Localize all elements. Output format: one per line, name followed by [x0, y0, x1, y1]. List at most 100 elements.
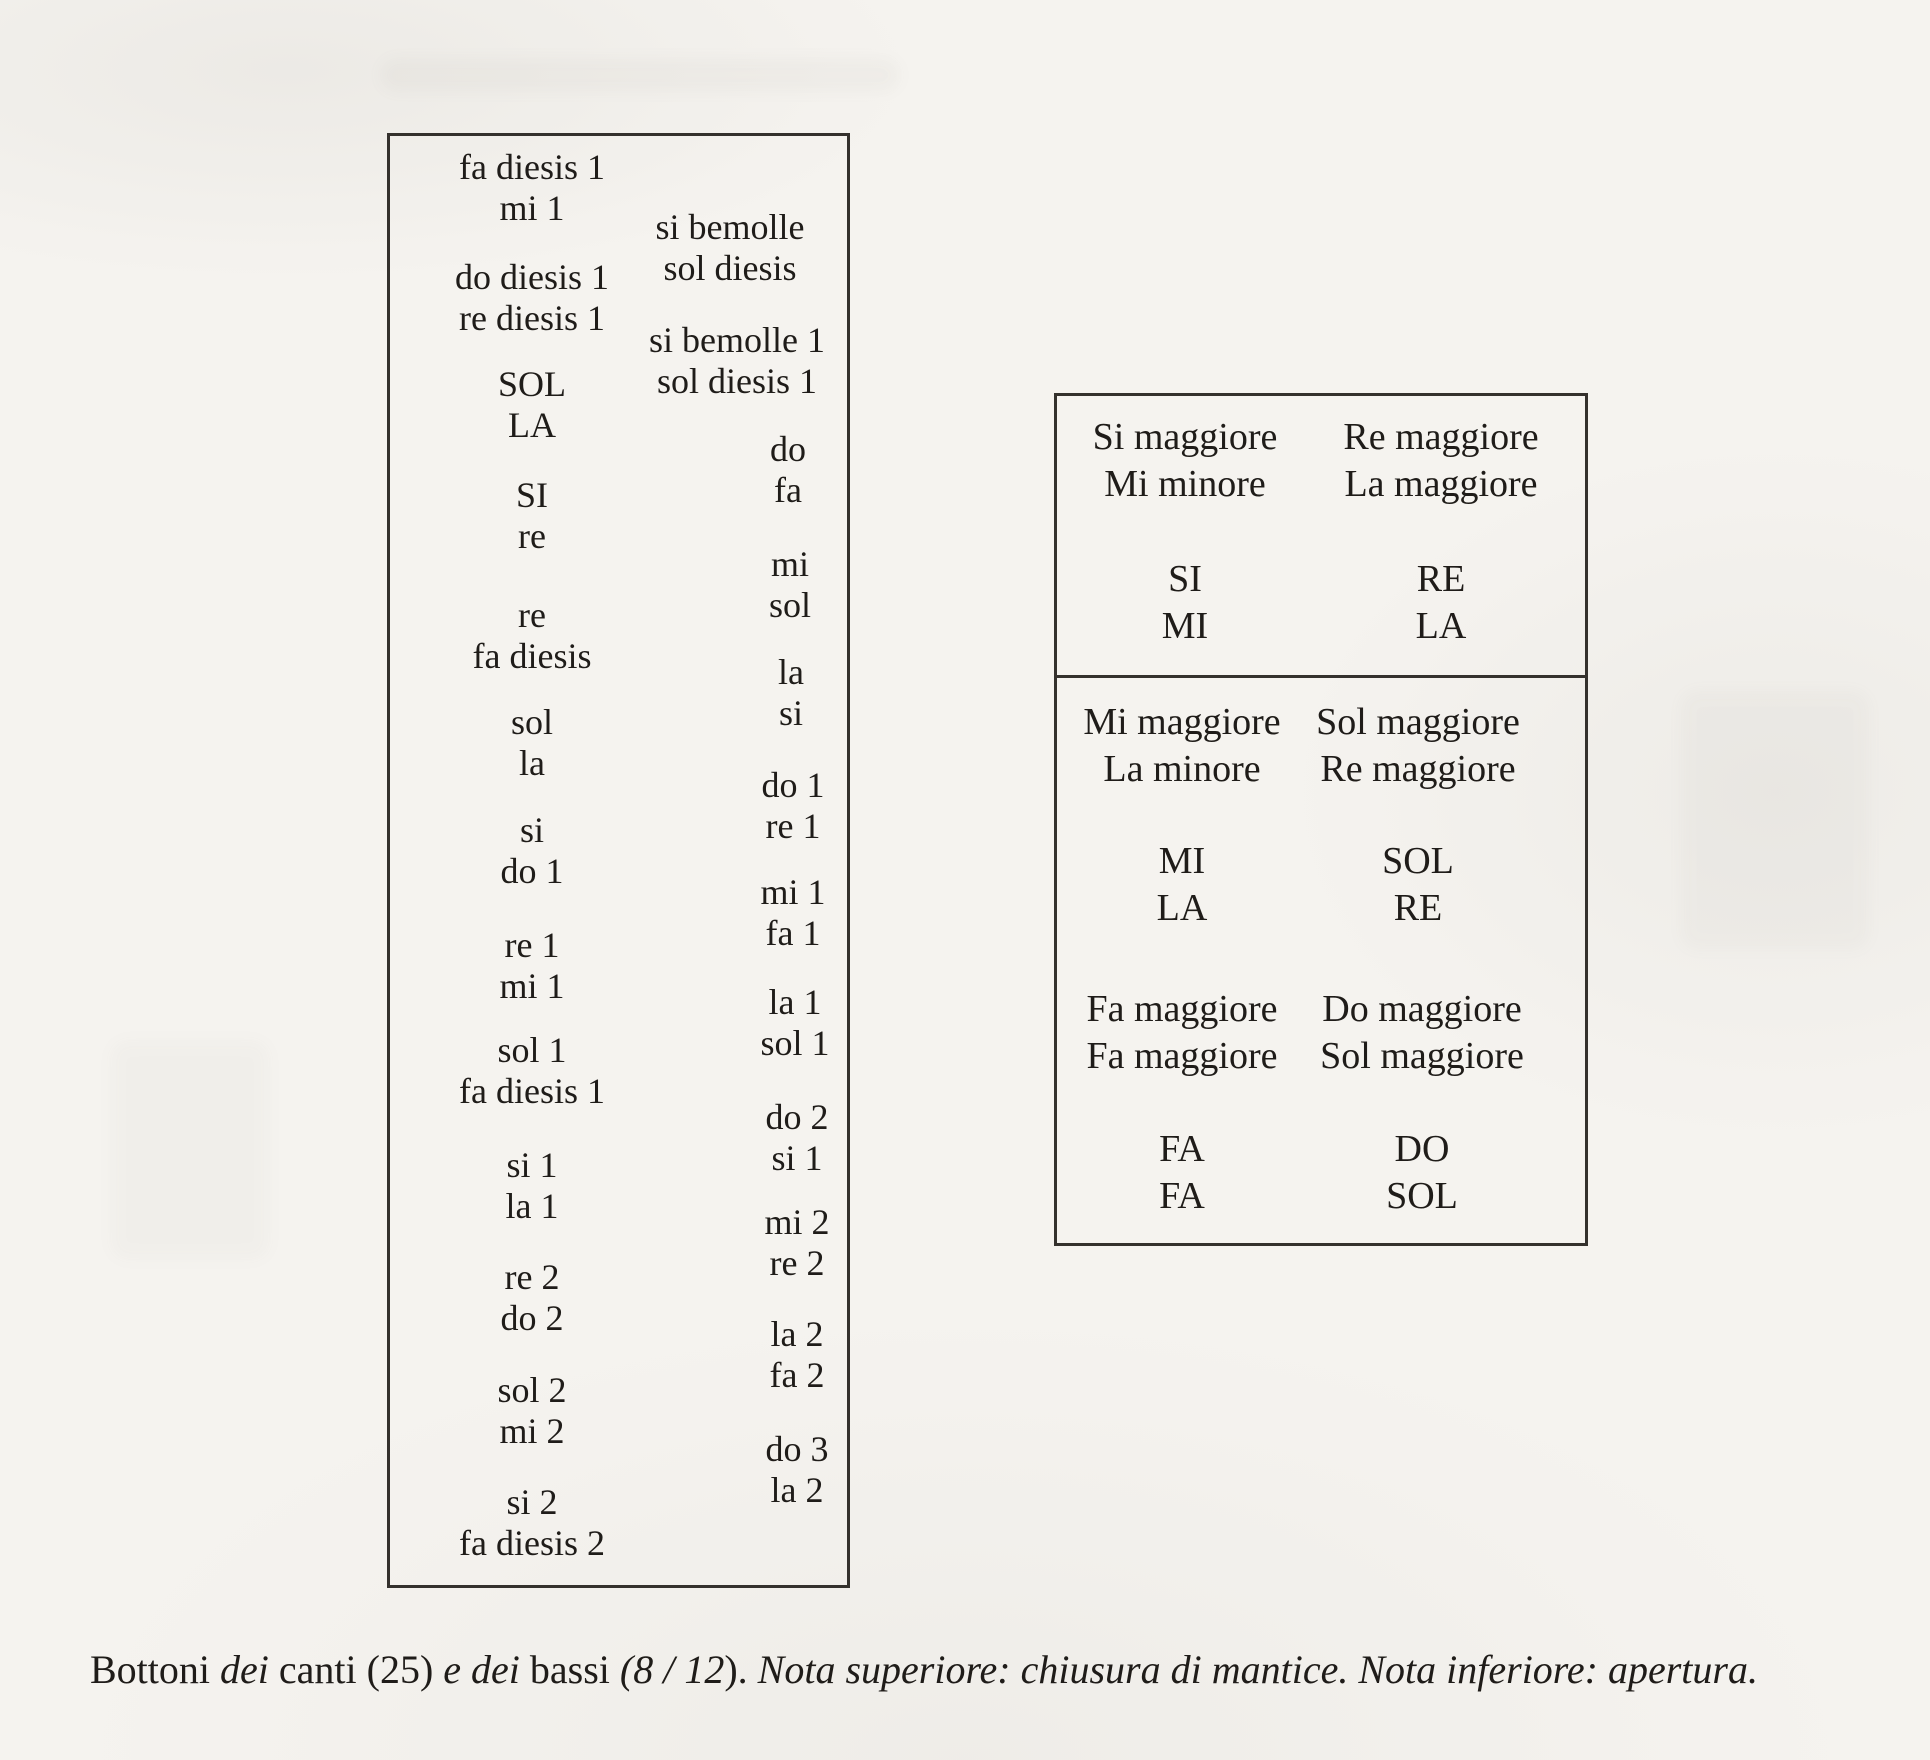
note-top: sol 1: [497, 1030, 567, 1070]
note-top: re 1: [504, 925, 560, 965]
note-bottom: LA: [1415, 605, 1467, 647]
note-top: Sol maggiore: [1316, 701, 1520, 743]
bleed-through-smudge: [1680, 690, 1870, 950]
note-top: do 1: [761, 765, 825, 805]
note-bottom: sol 1: [760, 1023, 830, 1063]
canti-note-pair: SOL LA: [498, 364, 566, 446]
note-top: re: [518, 595, 546, 635]
note-bottom: mi 1: [499, 188, 565, 228]
note-top: fa diesis 1: [459, 147, 605, 187]
note-bottom: fa: [774, 470, 802, 510]
note-top: SOL: [497, 364, 567, 404]
note-bottom: re 1: [765, 806, 821, 846]
note-top: la: [778, 652, 804, 692]
note-top: si 1: [506, 1145, 558, 1185]
note-bottom: la 2: [770, 1470, 824, 1510]
note-top: Re maggiore: [1343, 416, 1539, 458]
canti-box: [387, 133, 850, 1588]
canti-note-pair: sol 1 fa diesis 1: [459, 1030, 605, 1112]
note-top: SOL: [1382, 840, 1454, 882]
note-bottom: RE: [1393, 887, 1443, 929]
note-top: mi 1: [760, 872, 826, 912]
note-top: SI: [1168, 558, 1202, 600]
note-bottom: Fa maggiore: [1086, 1035, 1278, 1077]
canti-note-pair: si bemolle sol diesis: [656, 207, 805, 289]
caption-segment: bassi: [529, 1647, 620, 1692]
bassi-chord-pair: Si maggiore Mi minore: [1093, 414, 1278, 508]
note-bottom: la 1: [505, 1186, 559, 1226]
canti-note-pair: do 3 la 2: [766, 1429, 829, 1511]
bleed-through-smudge: [380, 58, 900, 92]
note-bottom: sol diesis: [663, 248, 797, 288]
canti-note-pair: re 1 mi 1: [499, 925, 564, 1007]
note-top: si: [519, 810, 544, 850]
canti-note-pair: sol 2 mi 2: [497, 1370, 566, 1452]
note-top: do: [770, 429, 806, 469]
canti-note-pair: mi sol: [769, 544, 811, 626]
bassi-note-pair: MI LA: [1157, 838, 1208, 932]
caption-segment: ).: [724, 1647, 758, 1692]
note-bottom: mi 2: [499, 1411, 565, 1451]
note-top: sol 2: [497, 1370, 567, 1410]
canti-note-pair: SI re: [516, 475, 548, 557]
bassi-chord-pair: Re maggiore La maggiore: [1343, 414, 1538, 508]
note-top: Si maggiore: [1092, 416, 1278, 458]
canti-note-pair: sol la: [511, 702, 553, 784]
caption: Bottoni dei canti (25) e dei bassi (8 / …: [90, 1645, 1890, 1695]
bassi-chord-pair: Sol maggiore Re maggiore: [1316, 699, 1520, 793]
bassi-note-pair: RE LA: [1416, 556, 1467, 650]
note-bottom: mi 1: [499, 966, 565, 1006]
note-top: si bemolle 1: [649, 320, 825, 360]
note-bottom: FA: [1159, 1175, 1205, 1217]
note-top: sol: [510, 702, 554, 742]
canti-note-pair: do fa: [770, 429, 806, 511]
canti-note-pair: si 1 la 1: [506, 1145, 559, 1227]
bassi-note-pair: SOL RE: [1382, 838, 1454, 932]
canti-note-pair: la 2 fa 2: [770, 1314, 825, 1396]
canti-note-pair: si 2 fa diesis 2: [459, 1482, 605, 1564]
canti-note-pair: si bemolle 1 sol diesis 1: [649, 320, 825, 402]
caption-segment: Nota superiore: chiusura di mantice. Not…: [757, 1647, 1758, 1692]
note-top: Mi maggiore: [1083, 701, 1281, 743]
note-bottom: Mi minore: [1104, 463, 1266, 505]
note-top: Do maggiore: [1322, 988, 1522, 1030]
canti-note-pair: do 1 re 1: [762, 765, 825, 847]
note-bottom: LA: [1156, 887, 1208, 929]
caption-segment: Bottoni: [90, 1647, 221, 1692]
note-bottom: la: [519, 743, 545, 783]
note-top: mi 2: [764, 1202, 830, 1242]
note-bottom: do 1: [500, 851, 564, 891]
note-top: do 3: [765, 1429, 829, 1469]
caption-segment: dei: [220, 1647, 279, 1692]
canti-note-pair: re 2 do 2: [501, 1257, 564, 1339]
canti-note-pair: mi 2 re 2: [764, 1202, 829, 1284]
note-top: la 2: [770, 1314, 824, 1354]
note-bottom: re: [518, 516, 546, 556]
note-bottom: fa diesis: [472, 636, 592, 676]
caption-segment: e dei: [443, 1647, 530, 1692]
canti-note-pair: do 2 si 1: [766, 1097, 829, 1179]
note-top: do diesis 1: [454, 257, 610, 297]
bassi-chord-pair: Fa maggiore Fa maggiore: [1086, 986, 1277, 1080]
canti-note-pair: re fa diesis: [473, 595, 592, 677]
bassi-chord-pair: Do maggiore Sol maggiore: [1320, 986, 1524, 1080]
note-top: si 2: [506, 1482, 558, 1522]
bassi-chord-pair: Mi maggiore La minore: [1083, 699, 1280, 793]
canti-note-pair: si do 1: [501, 810, 564, 892]
note-top: la 1: [768, 982, 822, 1022]
note-bottom: LA: [507, 405, 556, 445]
note-bottom: MI: [1161, 605, 1209, 647]
note-bottom: fa diesis 1: [459, 1071, 605, 1111]
bassi-box-divider: [1057, 675, 1585, 678]
bassi-note-pair: FA FA: [1159, 1126, 1205, 1220]
note-top: FA: [1159, 1128, 1205, 1170]
note-bottom: re diesis 1: [459, 298, 605, 338]
note-bottom: re 2: [769, 1243, 825, 1283]
note-bottom: fa 2: [769, 1355, 825, 1395]
note-bottom: La minore: [1103, 748, 1261, 790]
note-top: re 2: [504, 1257, 560, 1297]
note-top: si bemolle: [655, 207, 805, 247]
canti-note-pair: la si: [778, 652, 804, 734]
note-top: SI: [515, 475, 549, 515]
